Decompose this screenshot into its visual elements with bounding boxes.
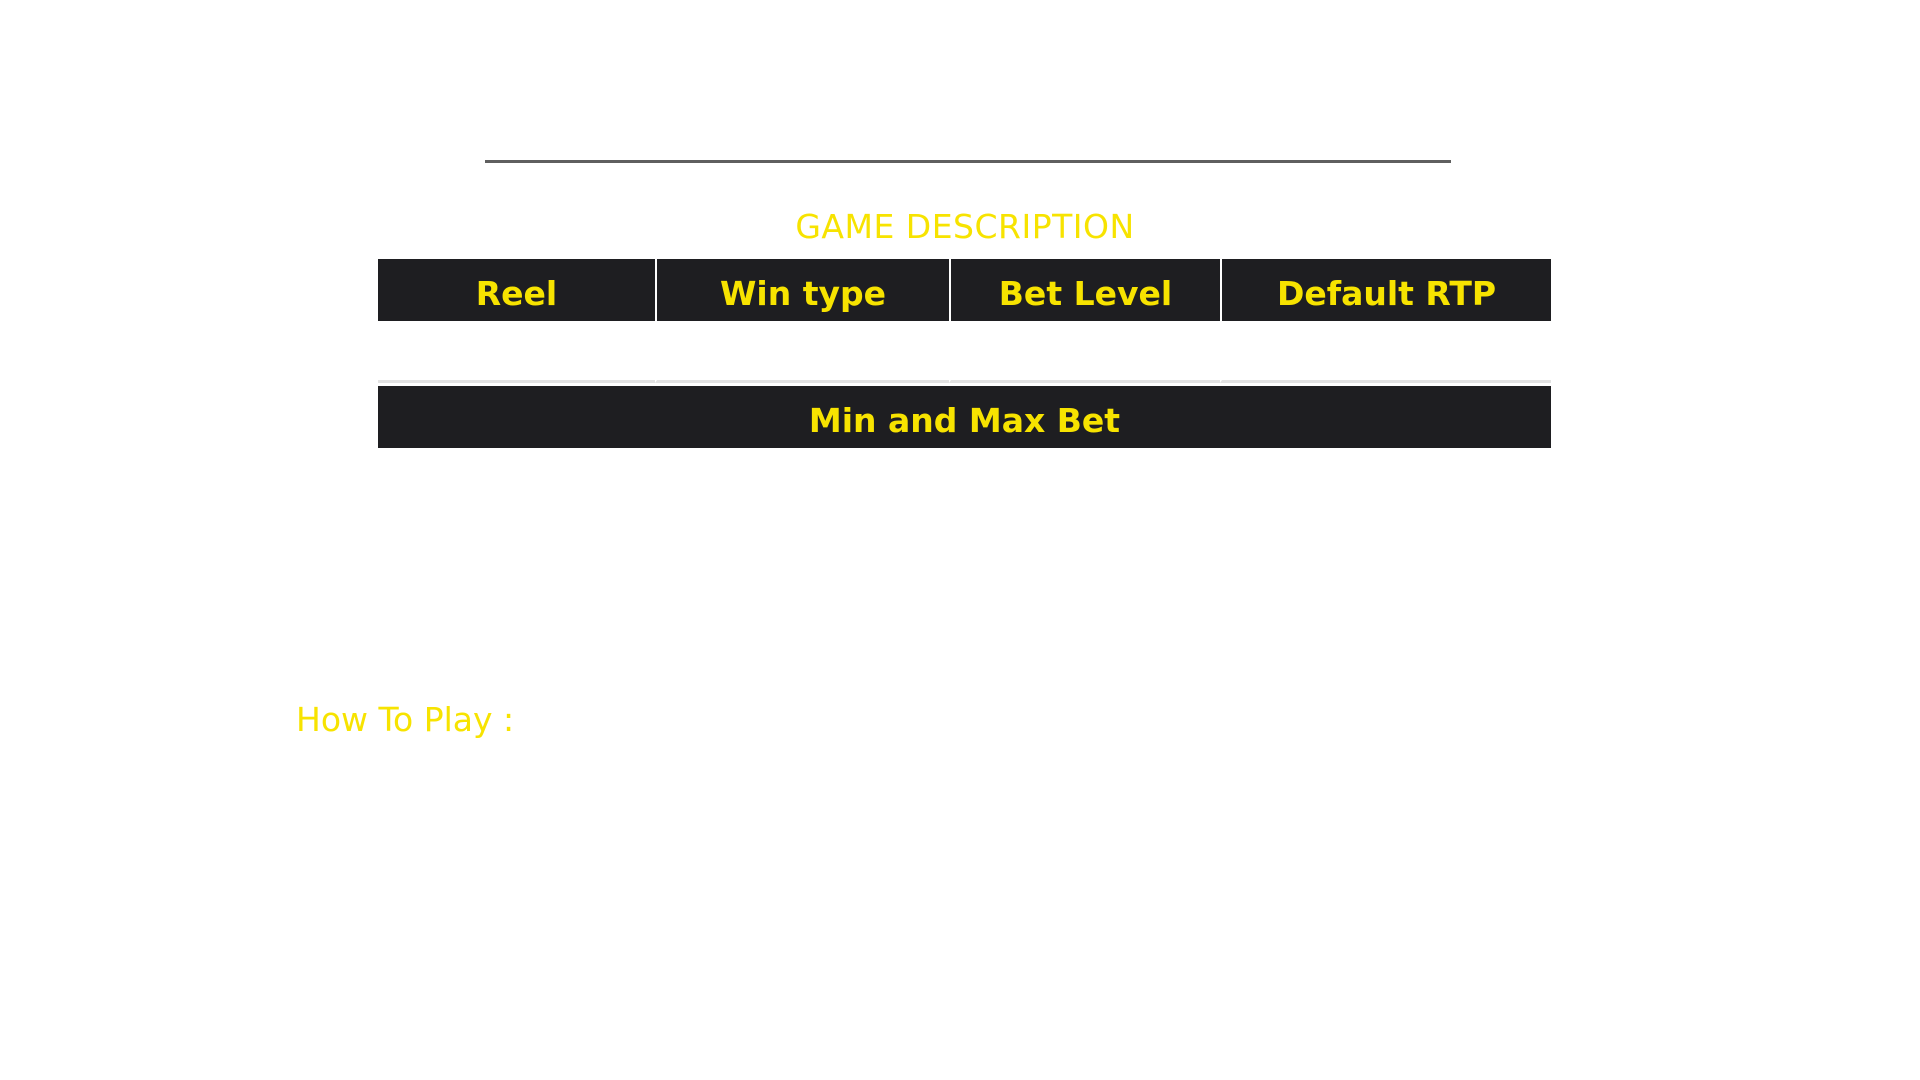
header-win-type: Win type xyxy=(655,259,949,321)
header-default-rtp: Default RTP xyxy=(1220,259,1551,321)
cell-reel xyxy=(378,321,655,383)
header-reel: Reel xyxy=(378,259,655,321)
cell-bet-level xyxy=(949,321,1220,383)
cell-win-type xyxy=(655,321,949,383)
game-description-title: GAME DESCRIPTION xyxy=(795,207,1135,246)
header-bet-level: Bet Level xyxy=(949,259,1220,321)
how-to-play-heading: How To Play : xyxy=(296,700,515,739)
section-divider xyxy=(485,160,1451,163)
cell-default-rtp xyxy=(1220,321,1551,383)
game-info-table: Reel Win type Bet Level Default RTP xyxy=(378,259,1551,383)
min-max-bet-header: Min and Max Bet xyxy=(378,386,1551,448)
